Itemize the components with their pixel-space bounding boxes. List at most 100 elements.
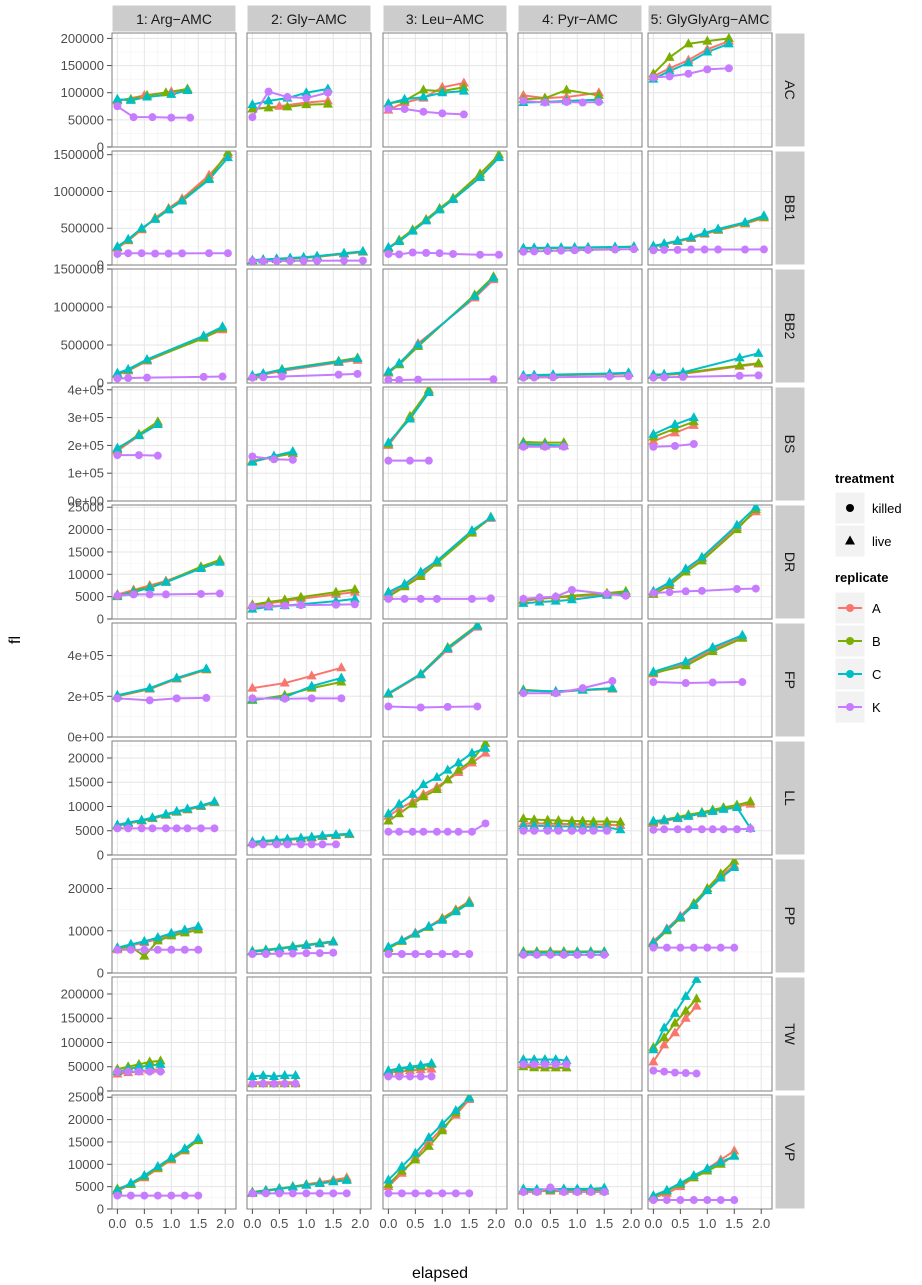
data-point-A [691,1000,702,1010]
data-point-C [383,437,394,447]
data-point-C [277,364,288,374]
data-point-K [689,943,698,952]
row-strip [774,268,806,384]
data-point-K [557,246,566,255]
x-tick-label: 1.5 [189,1216,207,1231]
data-point-B [542,814,553,824]
legend-replicate-label: K [872,700,881,715]
data-point-K [318,840,327,849]
data-point-K [288,1189,297,1198]
data-point-K [660,373,669,382]
data-point-C [659,1022,670,1032]
data-point-K [215,589,224,598]
data-point-K [730,943,739,952]
data-point-K [519,594,528,603]
data-point-K [408,827,417,836]
data-point-K [708,825,717,834]
panel [246,622,372,738]
data-point-B [410,1154,421,1164]
x-tick-label: 2.0 [216,1216,234,1231]
panel-border [246,32,372,148]
panel-data [648,796,756,834]
data-point-C [333,356,344,366]
data-point-B [330,586,341,596]
data-point-K [288,949,297,958]
data-point-C [464,1095,475,1102]
data-point-K [180,945,189,954]
data-point-K [411,1189,420,1198]
data-point-K [113,945,122,954]
data-point-K [494,250,503,259]
data-point-C [672,812,683,822]
data-point-C [669,419,680,429]
data-point-C [258,1069,269,1079]
data-point-K [151,249,160,258]
data-point-K [489,375,498,383]
data-point-C [274,943,285,953]
data-point-K [248,950,257,958]
panel-data [247,83,333,122]
panel [647,622,773,738]
y-tick-label: 150000 [61,58,104,73]
data-point-K [546,950,555,959]
data-point-K [113,824,122,833]
panel-data [112,321,228,383]
panel-border [517,386,643,502]
data-point-K [178,249,187,258]
panel-border [246,1094,372,1210]
y-tick-label: 10000 [68,799,104,814]
data-point-C [566,594,577,604]
data-point-C [396,1161,407,1171]
data-point-K [384,105,393,113]
data-point-B [734,360,745,370]
data-point-K [183,824,192,833]
data-point-K [649,589,658,598]
panel-data [247,352,363,382]
data-point-K [586,950,595,959]
data-point-C [123,816,134,826]
data-point-K [384,950,393,958]
data-point-C [488,272,499,282]
data-point-C [415,566,426,576]
data-point-C [399,93,410,103]
data-point-K [567,585,576,594]
panel-border [111,32,237,148]
data-point-C [396,934,407,944]
data-point-K [732,585,741,594]
data-point-C [404,413,415,423]
data-point-K [329,948,338,957]
data-point-K [280,1079,289,1088]
panel-border [382,32,508,148]
data-point-K [384,249,393,258]
data-point-A [306,670,317,680]
data-point-K [113,1067,122,1076]
data-point-B [683,38,694,48]
y-tick-label: 20000 [68,881,104,896]
data-point-C [142,91,153,101]
data-point-K [449,249,458,258]
y-tick-label: 0 [97,1084,104,1099]
panel [382,976,508,1092]
data-point-K [551,689,560,698]
data-point-C [661,1184,672,1194]
data-point-C [664,65,675,75]
data-point-C [201,663,212,673]
data-point-K [665,588,674,597]
x-tick-label: 1.5 [460,1216,478,1231]
panel-data [112,663,212,705]
panel-border [517,1094,643,1210]
panel-border [517,622,643,738]
data-point-K [562,1060,571,1069]
data-point-K [602,589,611,598]
row-strip [774,622,806,738]
data-point-K [218,372,227,381]
x-tick-label: 0.5 [135,1216,153,1231]
data-point-B [729,859,740,865]
data-point-K [649,825,658,834]
data-point-K [302,94,311,103]
data-point-K [624,372,633,381]
data-point-K [673,825,682,834]
data-point-K [124,249,133,258]
data-point-K [530,247,539,256]
y-tick-label: 25000 [68,500,104,515]
